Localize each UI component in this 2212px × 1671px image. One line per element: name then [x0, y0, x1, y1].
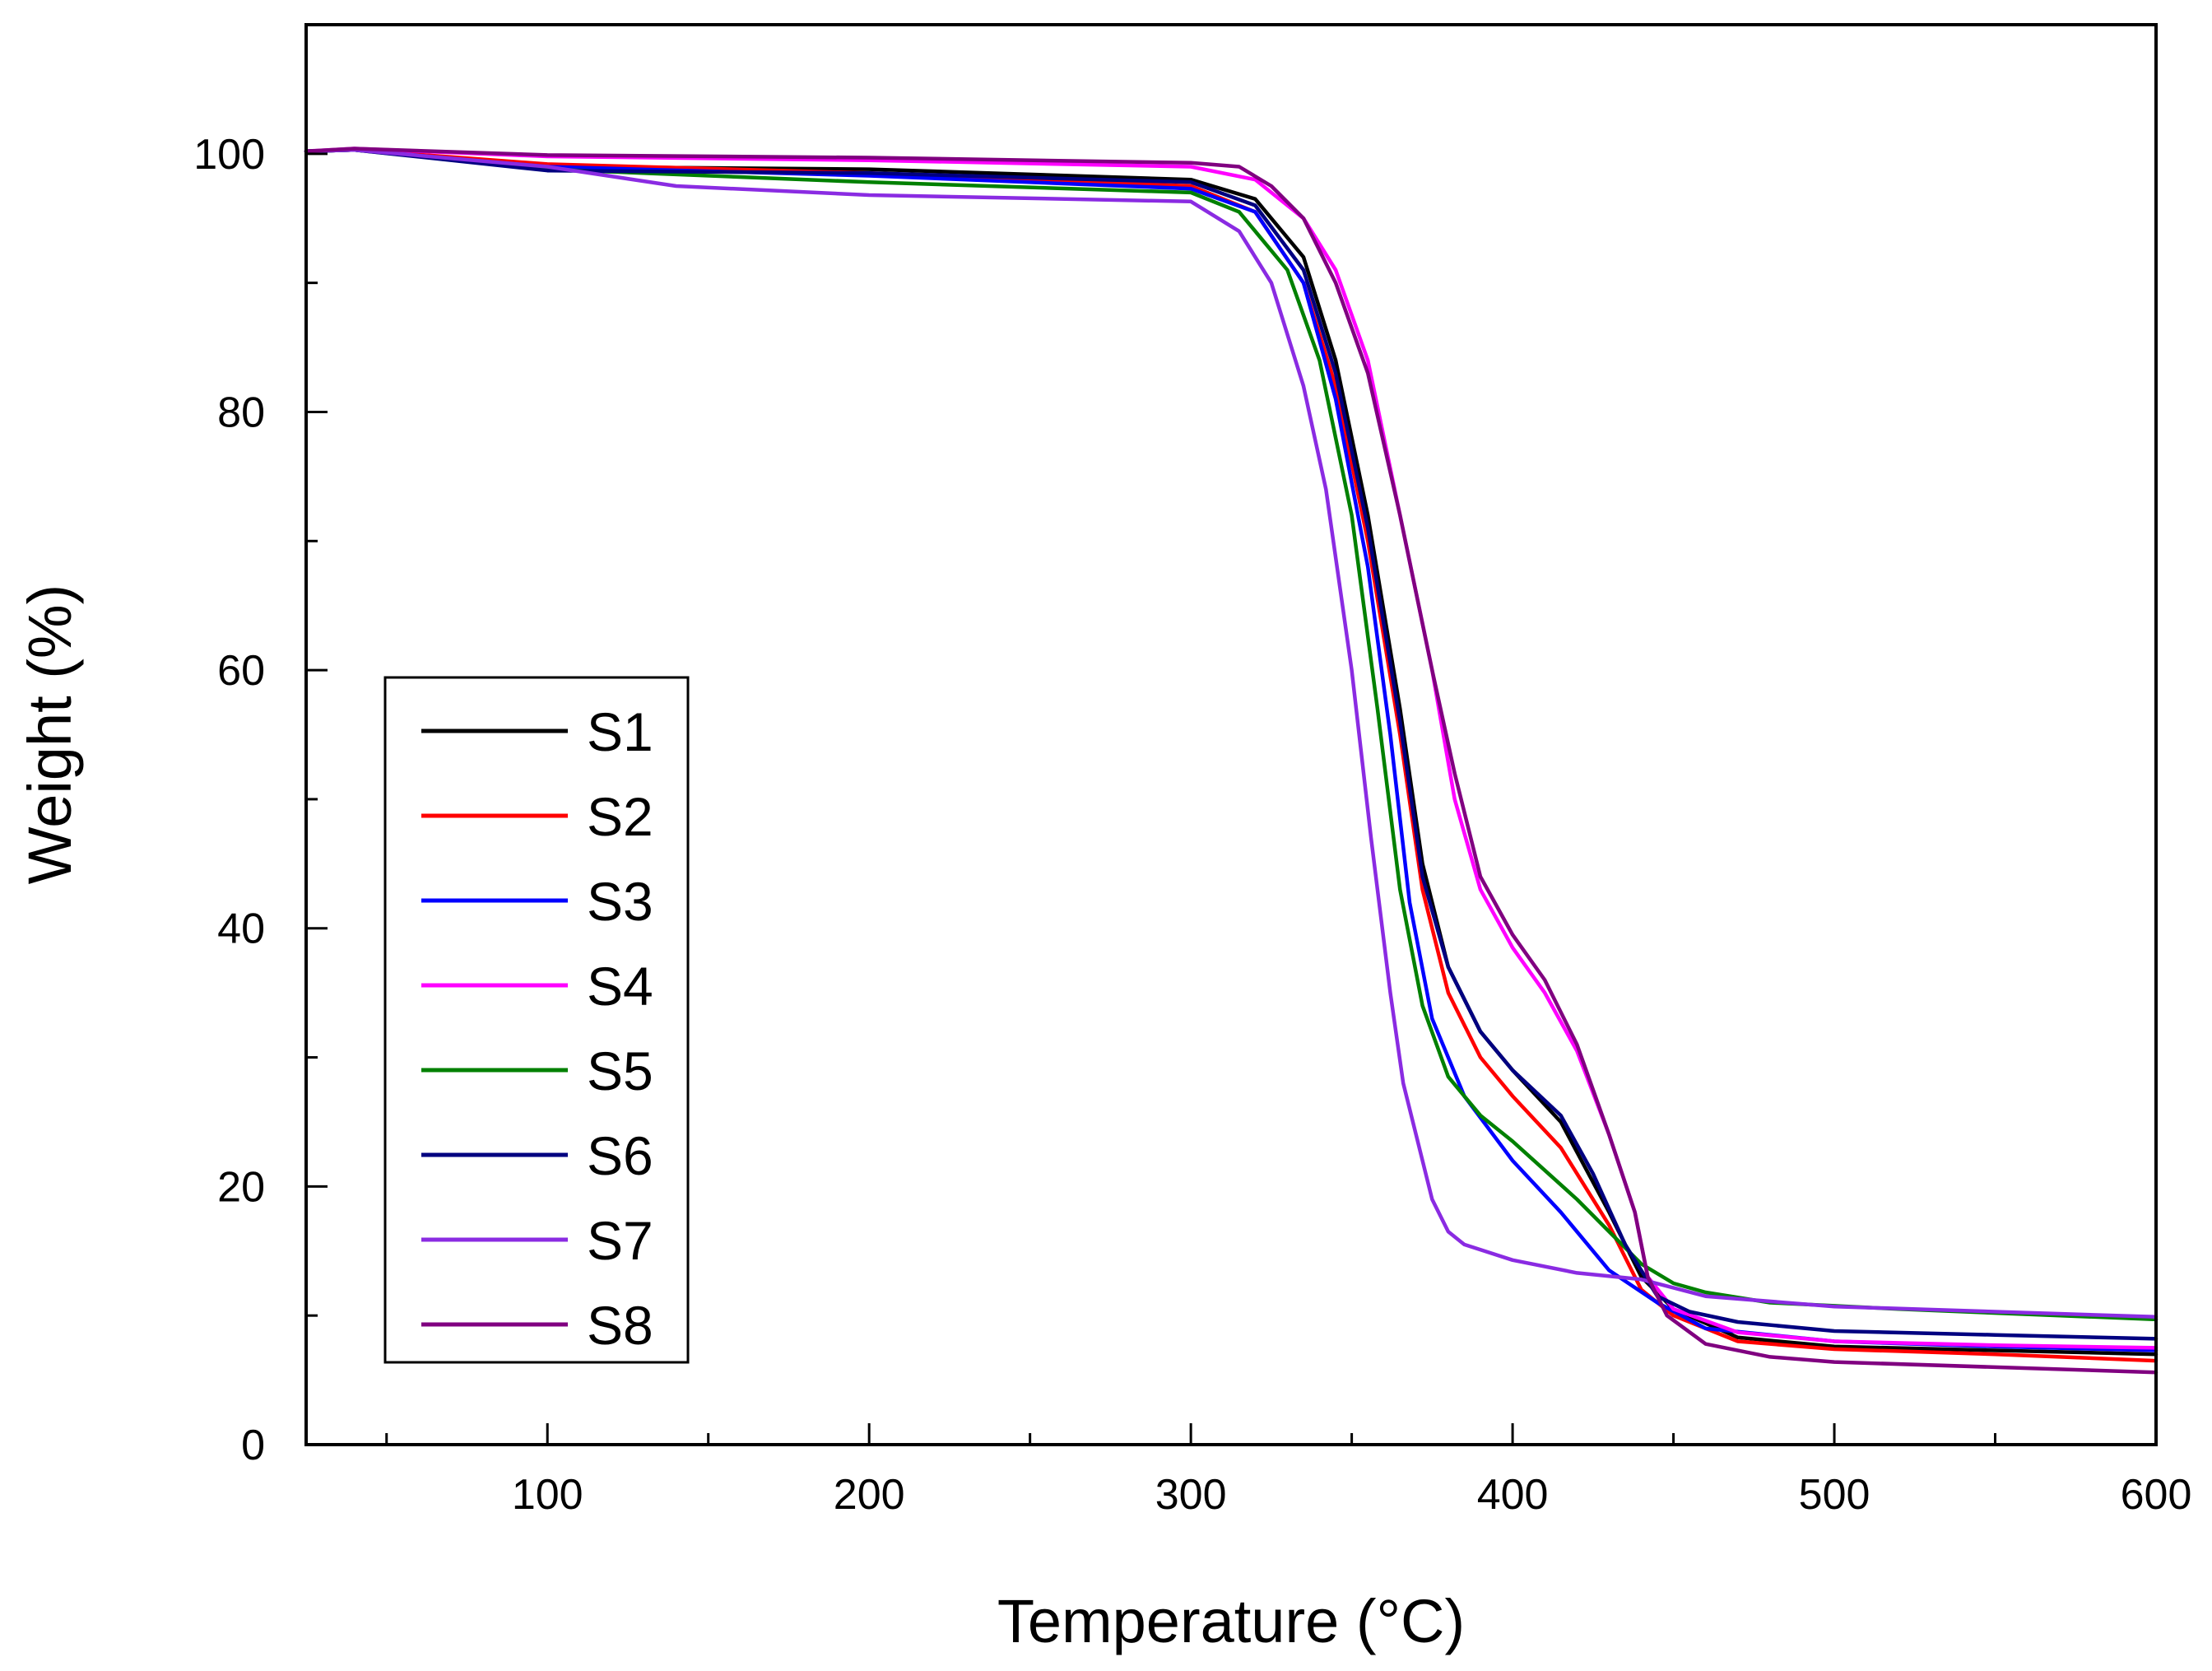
axis-ticks — [306, 23, 2158, 1446]
legend-label-s1: S1 — [587, 701, 653, 762]
x-tick-labels: 100 200 300 400 500 600 — [512, 1471, 2192, 1519]
y-tick-label: 100 — [193, 131, 265, 179]
y-tick-label: 40 — [217, 905, 265, 953]
x-tick-label: 100 — [512, 1471, 583, 1519]
y-tick-label: 20 — [217, 1163, 265, 1211]
legend-label-s8: S8 — [587, 1295, 653, 1356]
series-line-s4 — [304, 147, 2159, 1350]
legend-label-s6: S6 — [587, 1125, 653, 1186]
y-tick-label: 0 — [241, 1422, 265, 1469]
series-line-s5 — [304, 147, 2159, 1322]
series-line-s8 — [304, 147, 2159, 1375]
y-axis-title: Weight (%) — [16, 584, 84, 885]
data-curves — [304, 147, 2159, 1375]
legend-label-s5: S5 — [587, 1040, 653, 1101]
legend-label-s7: S7 — [587, 1210, 653, 1271]
x-tick-label: 300 — [1155, 1471, 1227, 1519]
y-tick-label: 80 — [217, 389, 265, 436]
plot-frame — [304, 23, 2158, 1446]
x-tick-label: 400 — [1477, 1471, 1549, 1519]
y-tick-labels: 0 20 40 60 80 100 — [193, 131, 265, 1469]
plot-area — [304, 23, 2159, 1446]
legend-label-s4: S4 — [587, 956, 653, 1017]
x-tick-label: 200 — [834, 1471, 905, 1519]
legend-label-s3: S3 — [587, 871, 653, 932]
legend: S1 S2 S3 S4 S5 S6 S7 S8 — [383, 676, 690, 1364]
y-tick-label: 60 — [217, 647, 265, 695]
x-tick-label: 600 — [2121, 1471, 2192, 1519]
x-axis-title: Temperature (°C) — [997, 1587, 1465, 1655]
legend-label-s2: S2 — [587, 786, 653, 847]
x-tick-label: 500 — [1799, 1471, 1870, 1519]
series-line-s6 — [304, 147, 2159, 1341]
series-line-s7 — [304, 147, 2159, 1320]
series-line-s3 — [304, 147, 2159, 1352]
legend-box — [383, 676, 690, 1364]
